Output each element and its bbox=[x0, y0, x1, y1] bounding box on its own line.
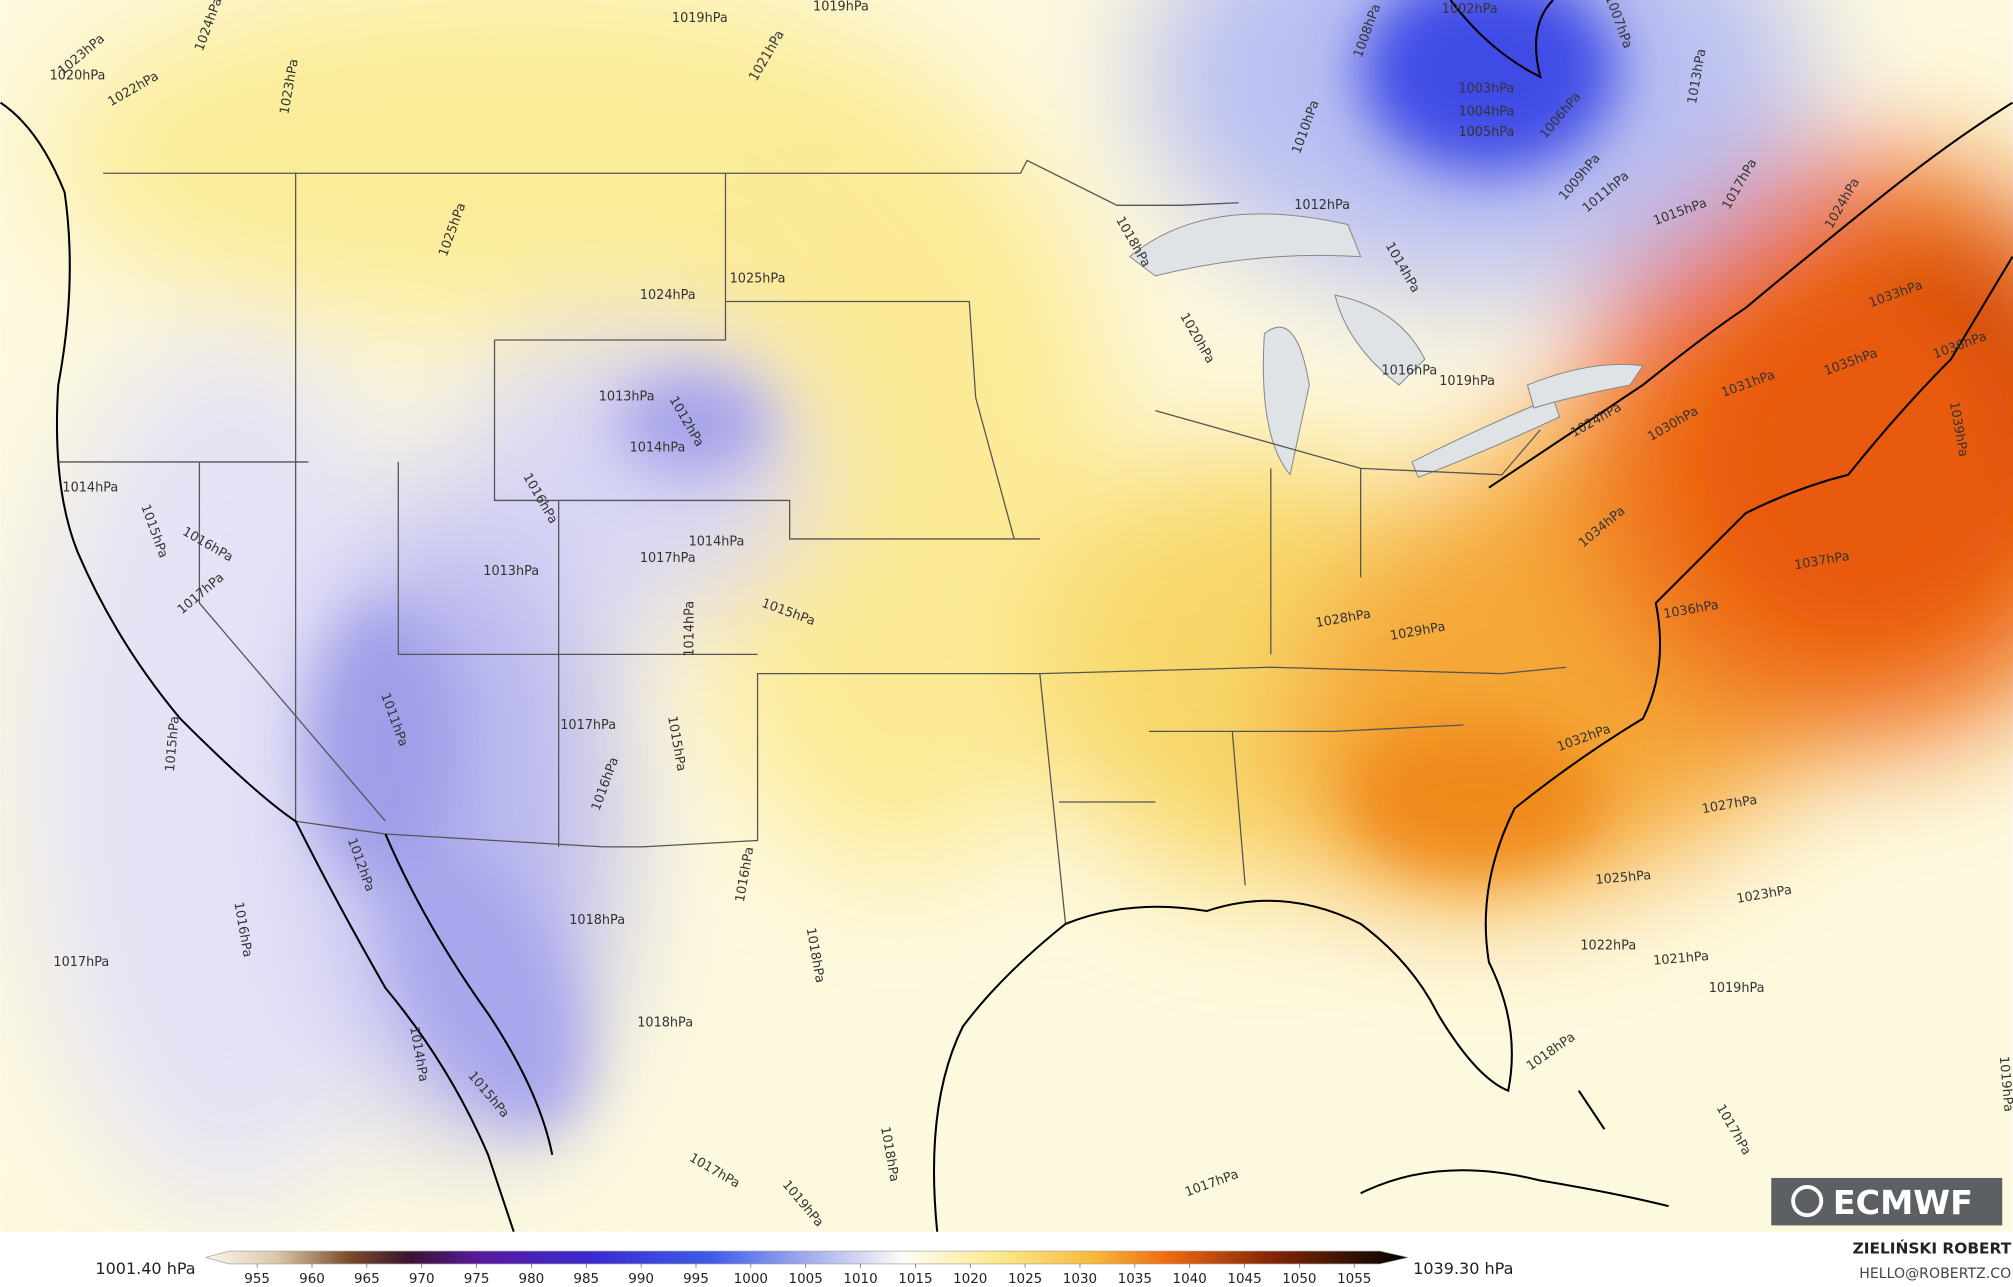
colorbar-ticks: 955 960 965 970 975 980 985 990 995 1000 1005 1010 1… bbox=[244, 1263, 1371, 1287]
isobar-label: 1003hPa bbox=[1458, 81, 1514, 96]
isobar-label: 1002hPa bbox=[1442, 2, 1498, 17]
colorbar-max: 1039.30 hPa bbox=[1413, 1259, 1513, 1278]
colorbar-tick-label: 1020 bbox=[953, 1271, 987, 1287]
isobar-label: 1022hPa bbox=[1580, 939, 1636, 954]
isobar-label: 1016hPa bbox=[1382, 364, 1438, 379]
logo: ECMWF bbox=[1771, 1177, 2003, 1226]
colorbar-tick-label: 955 bbox=[244, 1271, 270, 1287]
isobar-label: 1014hPa bbox=[62, 480, 118, 495]
isobar-label: 1013hPa bbox=[483, 564, 539, 579]
isobar-label: 1012hPa bbox=[1294, 198, 1350, 213]
isobar-label: 1017hPa bbox=[53, 955, 109, 970]
colorbar-tick-label: 1030 bbox=[1063, 1271, 1097, 1287]
isobar-label: 1017hPa bbox=[560, 718, 616, 733]
isobar-label: 1014hPa bbox=[689, 534, 745, 549]
isobar-label: 1014hPa bbox=[630, 441, 686, 456]
colorbar-tick-label: 970 bbox=[409, 1271, 435, 1287]
isobar-label: 1020hPa bbox=[50, 69, 106, 84]
isobar-label: 1004hPa bbox=[1458, 104, 1514, 119]
colorbar-tick-label: 960 bbox=[299, 1271, 325, 1287]
colorbar-tick-label: 975 bbox=[464, 1271, 490, 1287]
colorbar-tick-label: 995 bbox=[683, 1271, 709, 1287]
colorbar-tick-label: 1025 bbox=[1008, 1271, 1042, 1287]
isobar-label: 1018hPa bbox=[637, 1016, 693, 1031]
isobar-label: 1024hPa bbox=[640, 288, 696, 303]
colorbar-min: 1001.40 hPa bbox=[95, 1259, 195, 1278]
isobar-label: 1025hPa bbox=[730, 271, 786, 286]
isobar-label: 1017hPa bbox=[640, 551, 696, 566]
colorbar-tick-label: 1000 bbox=[734, 1271, 768, 1287]
legend-bar: 1001.40 hPa 1039.30 hPa 955 960 965 970 975 9… bbox=[0, 1231, 2013, 1287]
isobar-label: 1019hPa bbox=[672, 11, 728, 26]
colorbar-tick-label: 1035 bbox=[1118, 1271, 1152, 1287]
colorbar-tick-label: 1015 bbox=[898, 1271, 932, 1287]
colorbar-tick-label: 1010 bbox=[843, 1271, 877, 1287]
isobar-label: 1018hPa bbox=[569, 913, 625, 928]
isobar-label: 1025hPa bbox=[1595, 868, 1652, 888]
isobar-label: 1015hPa bbox=[163, 715, 183, 772]
colorbar-tick-label: 965 bbox=[354, 1271, 380, 1287]
logo-text: ECMWF bbox=[1833, 1183, 1973, 1222]
colorbar-tick-label: 990 bbox=[628, 1271, 654, 1287]
isobar-label: 1021hPa bbox=[1653, 949, 1710, 969]
isobar-label: 1019hPa bbox=[1996, 1056, 2013, 1113]
isobar-label: 1019hPa bbox=[813, 0, 869, 14]
isobar-label: 1019hPa bbox=[1709, 981, 1765, 996]
colorbar-tick-label: 1045 bbox=[1227, 1271, 1261, 1287]
colorbar-tick-label: 980 bbox=[519, 1271, 545, 1287]
isobar-label: 1014hPa bbox=[682, 601, 697, 657]
colorbar bbox=[204, 1250, 1409, 1265]
colorbar-tick-label: 1005 bbox=[789, 1271, 823, 1287]
isobar-label: 1005hPa bbox=[1458, 125, 1514, 140]
isobar-label: 1019hPa bbox=[1439, 374, 1495, 389]
colorbar-tick-label: 1050 bbox=[1282, 1271, 1316, 1287]
colorbar-tick-label: 1040 bbox=[1173, 1271, 1207, 1287]
email: HELLO@ROBERTZ.CO bbox=[1859, 1266, 2011, 1282]
colorbar-tick-label: 985 bbox=[573, 1271, 599, 1287]
author: ZIELIŃSKI ROBERT bbox=[1853, 1239, 2012, 1258]
isobar-label: 1013hPa bbox=[599, 389, 655, 404]
colorbar-tick-label: 1055 bbox=[1337, 1271, 1371, 1287]
